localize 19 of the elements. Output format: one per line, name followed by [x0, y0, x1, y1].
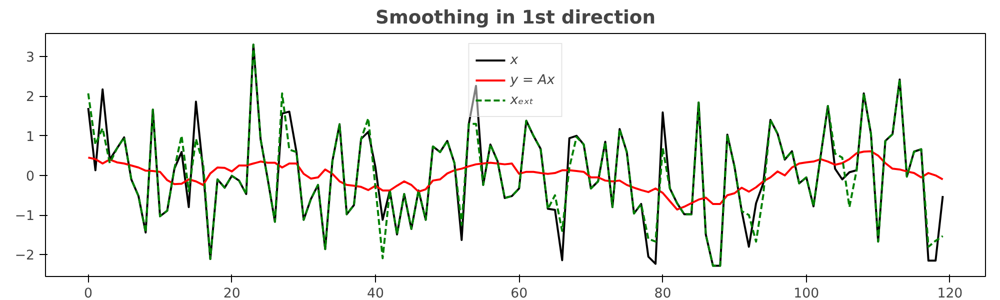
y-tick-label: 2: [26, 90, 35, 106]
y-tick-label: −1: [14, 209, 35, 224]
x-tick-label: 20: [223, 286, 240, 300]
line-series: [87, 44, 944, 267]
legend-label: xₑₓₜ: [510, 92, 534, 109]
x-tick-label: 120: [937, 286, 963, 300]
x-tick-label: 80: [654, 286, 672, 300]
y-tick-label: −2: [14, 248, 35, 264]
x-tick-label: 40: [366, 286, 384, 300]
x-tick-label: 0: [84, 286, 92, 300]
y-tick-label: 3: [26, 50, 35, 66]
y-tick-label: 1: [26, 130, 35, 145]
legend-label: x: [510, 52, 520, 69]
line-series: [87, 150, 944, 211]
x-tick-label: 100: [794, 286, 820, 300]
legend-label: y = Ax: [510, 72, 555, 89]
chart-title: Smoothing in 1st direction: [376, 8, 656, 28]
x-tick-label: 60: [510, 286, 528, 300]
y-tick-label: 0: [26, 169, 35, 184]
